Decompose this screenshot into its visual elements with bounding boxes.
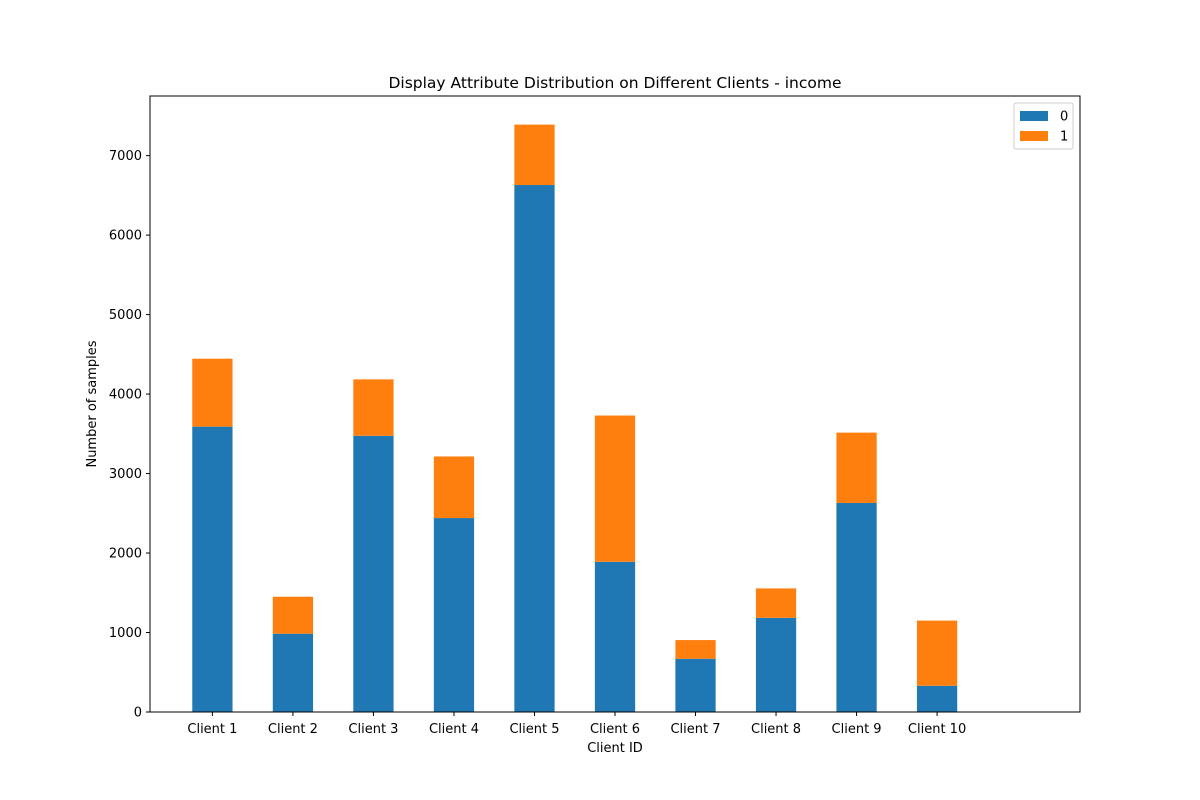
- bar-6-series-0: [594, 561, 636, 712]
- bar-3-series-0: [353, 435, 394, 712]
- x-tick-label: Client 6: [590, 722, 640, 737]
- y-tick-label: 0: [134, 706, 142, 721]
- x-tick-label: Client 10: [908, 722, 966, 737]
- bar-1-series-0: [192, 426, 233, 712]
- bar-10-series-0: [916, 685, 958, 712]
- bar-6-series-1: [594, 415, 636, 562]
- legend-swatch-1: [1020, 131, 1048, 141]
- y-tick-label: 5000: [109, 308, 142, 323]
- bar-8-series-1: [755, 588, 797, 618]
- bar-9-series-0: [836, 502, 877, 712]
- y-tick-label: 3000: [109, 467, 142, 482]
- bar-10-series-1: [916, 620, 958, 686]
- bar-7-series-0: [675, 658, 716, 712]
- bar-5-series-0: [514, 185, 555, 712]
- y-tick-label: 2000: [109, 547, 142, 562]
- legend-swatch-0: [1020, 111, 1048, 121]
- bar-8-series-0: [755, 617, 797, 712]
- bar-1-series-1: [192, 358, 233, 427]
- x-tick-label: Client 5: [509, 722, 559, 737]
- y-tick-label: 7000: [109, 149, 142, 164]
- y-axis-ticks: 0 1000 2000 3000 4000 5000 6000 7000: [109, 149, 150, 721]
- bars-group: [192, 124, 958, 712]
- bar-4-series-1: [433, 456, 475, 519]
- x-tick-label: Client 1: [187, 722, 237, 737]
- bar-9-series-1: [836, 432, 877, 503]
- y-tick-label: 4000: [109, 388, 142, 403]
- bar-2-series-0: [272, 633, 314, 712]
- x-tick-label: Client 2: [268, 722, 318, 737]
- bar-2-series-1: [272, 596, 314, 634]
- y-axis-label: Number of samples: [85, 340, 100, 467]
- bar-4-series-0: [433, 518, 475, 712]
- plot-area-frame: [149, 95, 1081, 713]
- legend-label-1: 1: [1060, 130, 1068, 145]
- x-tick-label: Client 8: [751, 722, 801, 737]
- x-tick-label: Client 4: [429, 722, 479, 737]
- bar-7-series-1: [675, 640, 716, 659]
- x-axis-label: Client ID: [587, 741, 643, 756]
- bar-5-series-1: [514, 124, 555, 186]
- legend: 01: [1013, 102, 1074, 150]
- x-tick-label: Client 9: [832, 722, 882, 737]
- legend-label-0: 0: [1060, 110, 1068, 125]
- y-tick-label: 1000: [109, 626, 142, 641]
- bar-3-series-1: [353, 379, 394, 436]
- y-tick-label: 6000: [109, 229, 142, 244]
- x-tick-label: Client 3: [348, 722, 398, 737]
- chart-title: Display Attribute Distribution on Differ…: [388, 74, 841, 92]
- x-axis-ticks: Client 1 Client 2 Client 3 Client 4 Client 5…: [187, 712, 966, 737]
- x-tick-label: Client 7: [670, 722, 720, 737]
